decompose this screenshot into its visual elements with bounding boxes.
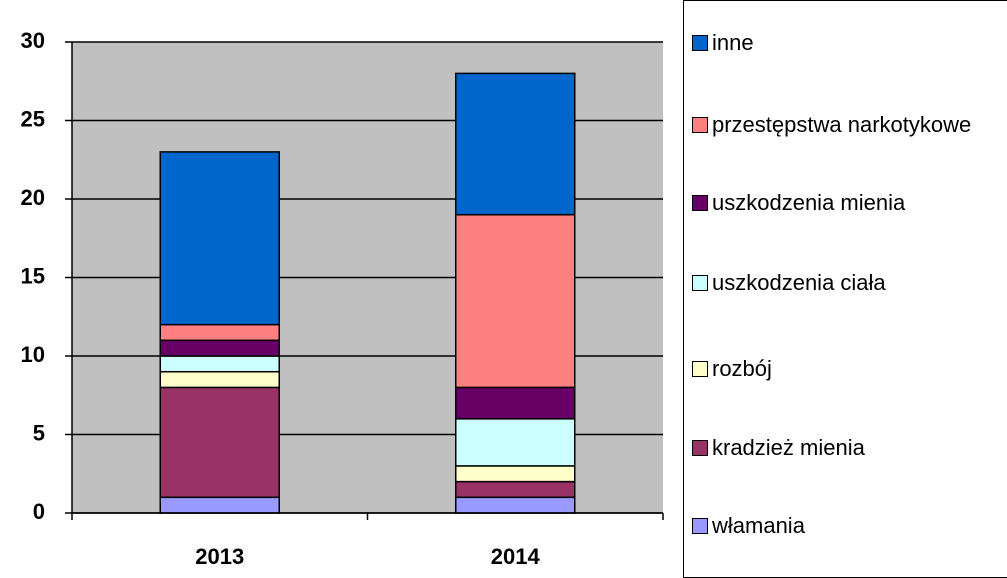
legend-label: przestępstwa narkotykowe	[712, 112, 972, 137]
y-tick-label: 0	[33, 499, 45, 524]
legend-item: uszkodzenia mienia	[692, 189, 997, 217]
y-tick-label: 25	[21, 106, 45, 131]
legend-label: inne	[712, 30, 754, 55]
legend-label: kradzież mienia	[712, 435, 865, 460]
bar-segment	[159, 355, 280, 373]
legend-label: włamania	[712, 513, 805, 538]
bar-segment	[159, 370, 280, 389]
bar-segment	[159, 386, 280, 499]
bar-segment	[159, 323, 280, 342]
bar-segment	[455, 496, 576, 514]
legend: inne przestępstwa narkotykowe uszkodzenia …	[683, 0, 1007, 578]
legend-item: włamania	[692, 512, 997, 540]
legend-item: inne	[692, 29, 997, 57]
legend-item: kradzież mienia	[692, 434, 997, 462]
legend-item: przestępstwa narkotykowe	[692, 111, 997, 139]
x-tick-label: 2013	[195, 544, 244, 569]
x-tick-label: 2014	[491, 544, 541, 569]
bar-segment	[455, 386, 576, 420]
bar-segment	[455, 72, 576, 216]
legend-swatch	[692, 35, 708, 51]
bar-segment	[159, 339, 280, 357]
legend-swatch	[692, 275, 708, 291]
y-tick-label: 20	[21, 185, 45, 210]
legend-item: rozbój	[692, 355, 997, 383]
y-tick-label: 10	[21, 342, 45, 367]
bar-segment	[159, 151, 280, 326]
y-tick-label: 5	[33, 420, 45, 445]
y-tick-label: 30	[21, 28, 45, 53]
legend-swatch	[692, 440, 708, 456]
legend-swatch	[692, 518, 708, 534]
legend-swatch	[692, 195, 708, 211]
bar-segment	[455, 213, 576, 389]
legend-label: uszkodzenia ciała	[712, 270, 886, 295]
legend-swatch	[692, 117, 708, 133]
y-tick-label: 15	[21, 263, 45, 288]
bar-segment	[455, 465, 576, 483]
legend-label: uszkodzenia mienia	[712, 190, 906, 215]
legend-item: uszkodzenia ciała	[692, 269, 997, 297]
legend-swatch	[692, 361, 708, 377]
bar-segment	[455, 418, 576, 467]
bar-segment	[455, 480, 576, 499]
chart: 0 5 10 15 20 25 30 2013 2014	[21, 28, 664, 569]
bar-segment	[159, 496, 280, 514]
legend-label: rozbój	[712, 356, 772, 381]
